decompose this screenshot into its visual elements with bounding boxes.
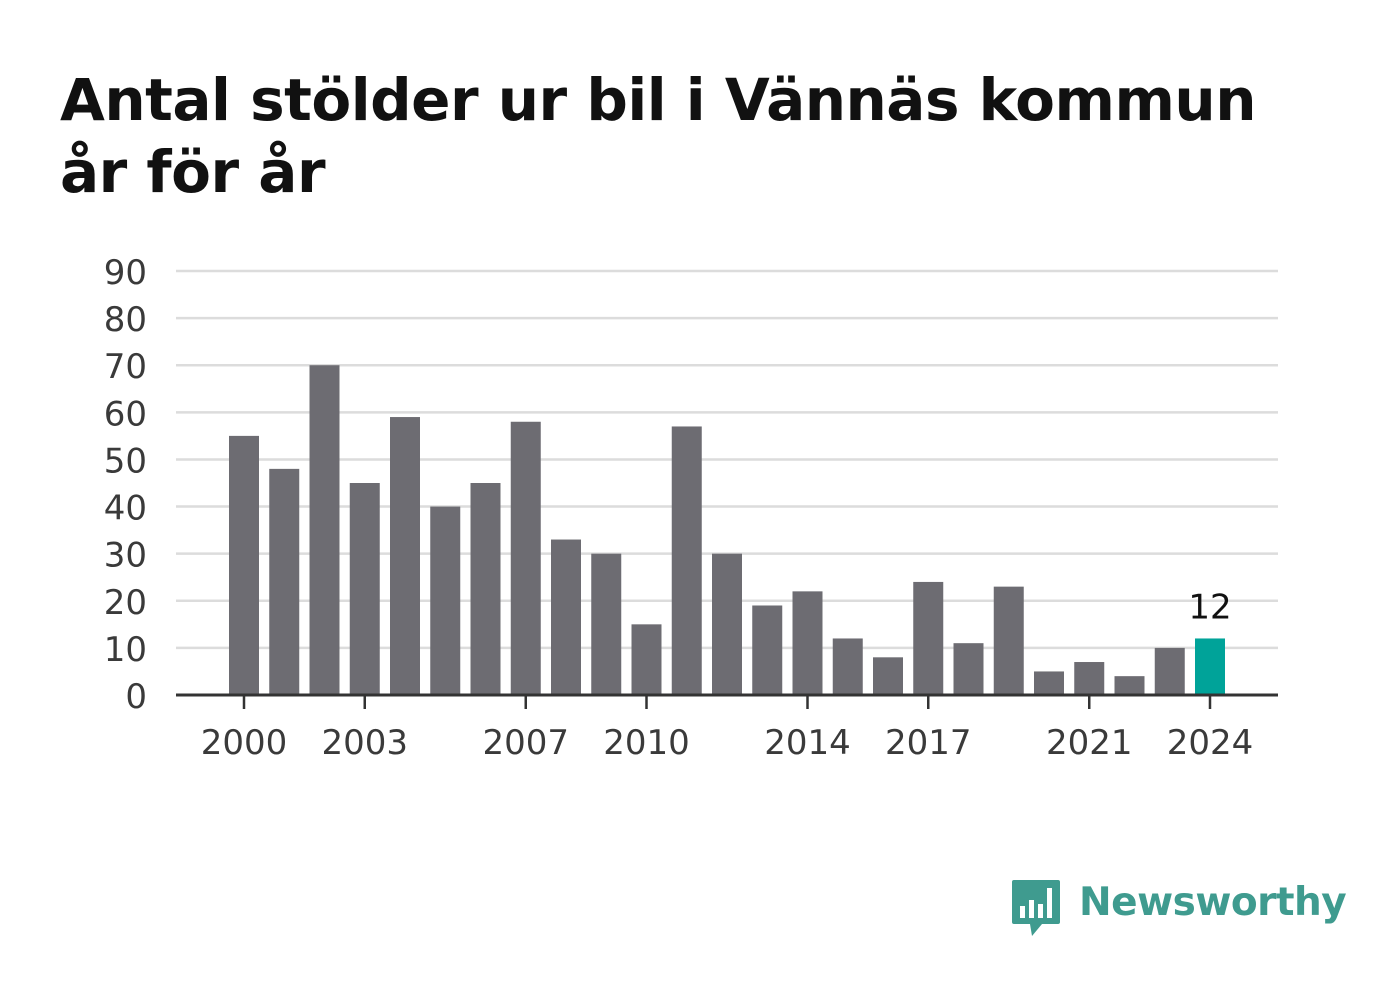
bar-2003 <box>349 483 380 695</box>
x-tick-label: 2003 <box>321 723 408 763</box>
bar-2007 <box>510 421 541 695</box>
bar-2001 <box>269 468 300 695</box>
bar-2005 <box>430 506 461 695</box>
bar-2000 <box>229 435 259 695</box>
bar-2010 <box>631 624 662 695</box>
bar-2015 <box>832 638 863 695</box>
bars <box>176 365 1278 697</box>
bar-2018 <box>953 643 984 695</box>
bar-2016 <box>873 657 903 695</box>
chart-title: Antal stölder ur bil i Vännäs kommun år … <box>60 66 1256 206</box>
bar-2024 <box>1195 638 1225 695</box>
x-tick-label: 2007 <box>482 723 569 763</box>
y-tick-label: 50 <box>104 441 147 481</box>
bar-2021 <box>1074 662 1105 695</box>
bar-2009 <box>591 553 622 695</box>
bar-2017 <box>913 581 944 695</box>
bar-2004 <box>390 417 420 695</box>
x-axis-ticks: 2000 2003 2007 2010 2014 2017 2021 2024 <box>201 695 1254 763</box>
x-tick-label: 2014 <box>764 723 851 763</box>
newsworthy-logo <box>1012 880 1060 936</box>
bar-2006 <box>470 483 501 695</box>
x-tick-label: 2000 <box>201 723 288 763</box>
y-tick-label: 80 <box>104 300 147 340</box>
y-axis-ticks: 0 10 20 30 40 50 60 70 80 90 <box>104 253 147 717</box>
data-label: 12 <box>1188 587 1231 627</box>
bar-2013 <box>752 605 783 695</box>
y-tick-label: 30 <box>104 536 147 576</box>
data-labels: 12 <box>1188 587 1231 627</box>
bar-2019 <box>993 586 1024 695</box>
y-tick-label: 10 <box>104 630 147 670</box>
x-tick-label: 2021 <box>1046 723 1133 763</box>
x-tick-label: 2024 <box>1167 723 1254 763</box>
y-tick-label: 0 <box>125 677 147 717</box>
bar-2012 <box>712 553 742 695</box>
bar-2022 <box>1114 676 1145 695</box>
bar-2011 <box>671 426 702 695</box>
y-tick-label: 20 <box>104 583 147 623</box>
bar-2002 <box>309 365 340 695</box>
bar-2008 <box>551 539 581 695</box>
brand-name: Newsworthy <box>1079 880 1347 925</box>
bar-2014 <box>792 591 823 695</box>
y-tick-label: 40 <box>104 489 147 529</box>
x-tick-label: 2017 <box>885 723 972 763</box>
bar-2020 <box>1034 671 1064 695</box>
y-tick-label: 60 <box>104 394 147 434</box>
y-tick-label: 70 <box>104 347 147 387</box>
newsworthy-logo-icon <box>1012 880 1060 936</box>
bar-2023 <box>1154 647 1185 695</box>
x-tick-label: 2010 <box>603 723 690 763</box>
y-tick-label: 90 <box>104 253 147 293</box>
